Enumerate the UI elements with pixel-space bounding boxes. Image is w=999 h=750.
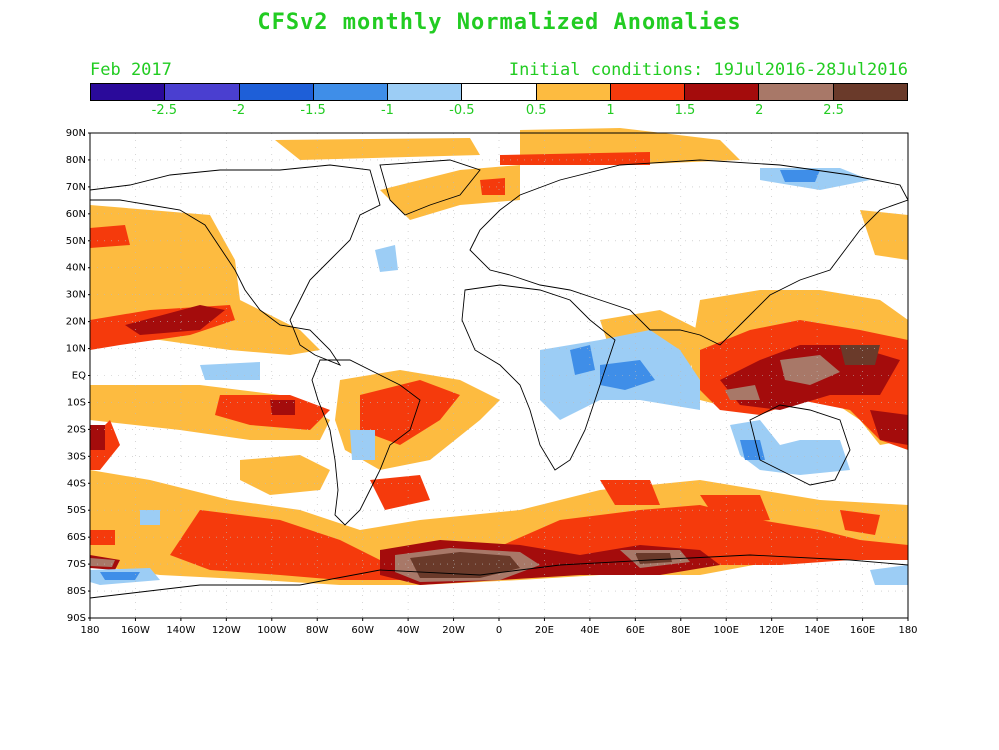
colorbar-tick-label: -1.5 — [300, 103, 326, 118]
colorbar-segment — [536, 84, 611, 100]
longitude-label: 40W — [397, 625, 420, 636]
longitude-label: 140E — [804, 625, 829, 636]
longitude-label: 180 — [80, 625, 99, 636]
europe-asia — [469, 159, 909, 346]
longitude-label: 100E — [714, 625, 739, 636]
longitude-label: 160E — [850, 625, 875, 636]
coastlines — [89, 159, 909, 599]
colorbar-segment — [165, 84, 240, 100]
greenland — [379, 159, 481, 216]
longitude-label: 140W — [166, 625, 195, 636]
colorbar-segment — [462, 84, 537, 100]
latitude-label: 30N — [66, 290, 86, 301]
north-america — [89, 164, 381, 366]
latitude-label: 30S — [67, 451, 86, 462]
longitude-label: 60E — [626, 625, 645, 636]
longitude-label: 0 — [496, 625, 502, 636]
anomaly-extreme — [410, 345, 880, 578]
colorbar-ticks: -2.5 -2 -1.5 -1 -0.5 0.5 1 1.5 2 2.5 — [90, 103, 908, 121]
colorbar-segment — [91, 84, 166, 100]
colorbar — [90, 83, 908, 101]
colorbar-segment — [759, 84, 834, 100]
latitude-label: 60N — [66, 209, 86, 220]
latitude-label: EQ — [72, 371, 86, 382]
anomaly-negative-moderate — [100, 170, 820, 580]
latitude-label: 40S — [67, 478, 86, 489]
colorbar-segment — [685, 84, 760, 100]
colorbar-tick-label: 0.5 — [525, 103, 547, 118]
latitude-label: 20N — [66, 317, 86, 328]
longitude-label: 180 — [898, 625, 917, 636]
longitude-label: 40E — [580, 625, 599, 636]
latitude-label: 10N — [66, 344, 86, 355]
latitude-label: 10S — [67, 397, 86, 408]
australia — [749, 404, 851, 486]
latitude-label: 90S — [67, 613, 86, 624]
chart-title: CFSv2 monthly Normalized Anomalies — [257, 10, 742, 35]
latitude-label: 80N — [66, 155, 86, 166]
forecast-month: Feb 2017 — [90, 60, 172, 80]
colorbar-tick-label: -1 — [380, 103, 394, 118]
initial-conditions: Initial conditions: 19Jul2016-28Jul2016 — [508, 60, 908, 80]
longitude-label: 20E — [535, 625, 554, 636]
anomaly-fields — [90, 128, 908, 585]
longitude-label: 120E — [759, 625, 784, 636]
latitude-labels: 90N 80N 70N 60N 50N 40N 30N 20N 10N EQ 10S 20S 30S 40… — [66, 128, 90, 624]
south-america — [311, 359, 421, 526]
latitude-label: 20S — [67, 424, 86, 435]
africa — [461, 284, 616, 471]
longitude-labels: 180 160W 140W 120W 100W 80W 60W 40W 20W 0 20E 40E 60… — [80, 618, 918, 636]
longitude-label: 20W — [442, 625, 465, 636]
colorbar-tick-label: -2.5 — [151, 103, 178, 118]
colorbar-tick-label: 2 — [755, 103, 764, 118]
colorbar-tick-label: 1 — [606, 103, 615, 118]
longitude-label: 80W — [306, 625, 329, 636]
longitude-label: 60W — [351, 625, 374, 636]
longitude-label: 100W — [257, 625, 286, 636]
colorbar-tick-label: -2 — [232, 103, 246, 118]
latitude-label: 90N — [66, 128, 86, 139]
colorbar-tick-label: -0.5 — [449, 103, 475, 118]
longitude-label: 80E — [671, 625, 690, 636]
colorbar-segment — [610, 84, 686, 100]
colorbar-segment — [833, 84, 907, 100]
latitude-label: 70S — [67, 559, 86, 570]
latitude-label: 80S — [67, 586, 86, 597]
colorbar-tick-label: 2.5 — [823, 103, 844, 118]
latitude-label: 60S — [67, 532, 86, 543]
longitude-label: 160W — [121, 625, 150, 636]
latitude-label: 70N — [66, 182, 86, 193]
longitude-label: 120W — [212, 625, 241, 636]
latitude-label: 50S — [67, 505, 86, 516]
colorbar-segment — [388, 84, 463, 100]
colorbar-tick-label: 1.5 — [674, 103, 696, 118]
latitude-label: 40N — [66, 263, 86, 274]
colorbar-segment — [313, 84, 389, 100]
colorbar-segment — [239, 84, 314, 100]
latitude-label: 50N — [66, 236, 86, 247]
antarctica — [89, 554, 909, 599]
